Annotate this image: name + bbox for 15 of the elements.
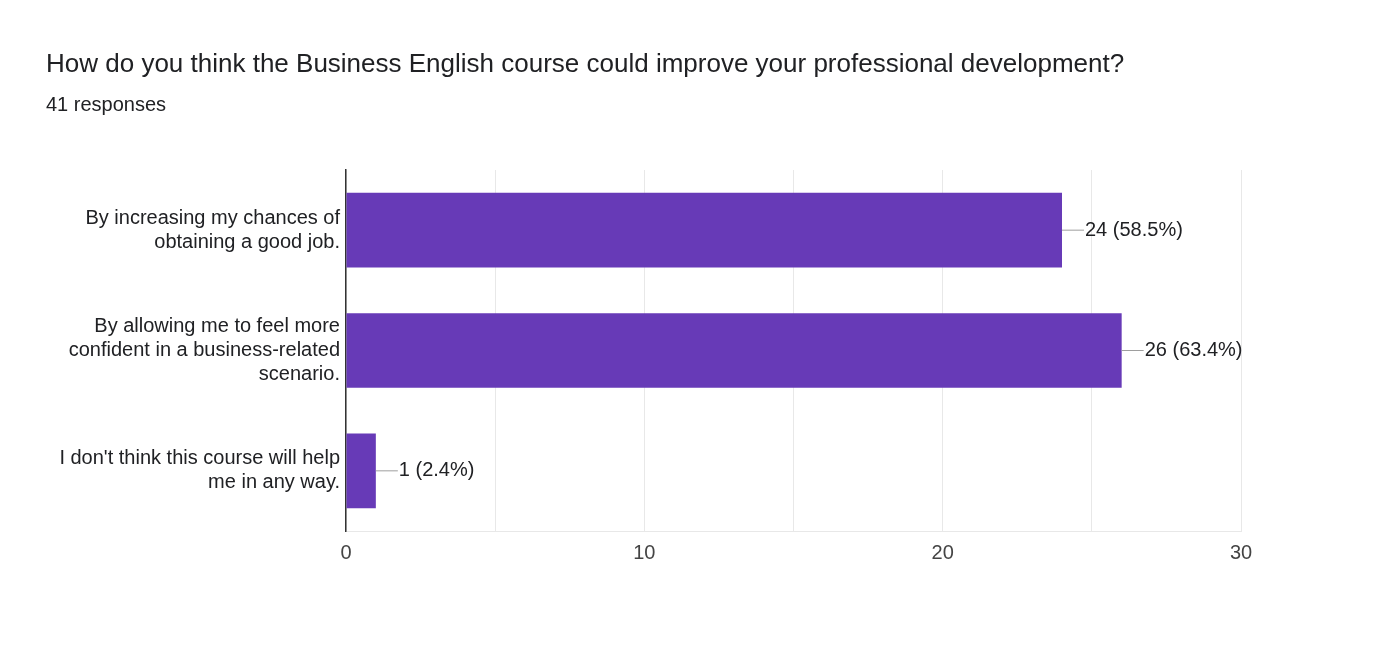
y-tick-label: I don't think this course will help me in any way. (59, 446, 340, 493)
data-label: 24 (58.5%) (1085, 217, 1183, 240)
bar (346, 313, 1122, 388)
text: 41 responses (46, 93, 167, 116)
y-tick-label: By increasing my chances of obtaining a good job. (85, 205, 341, 252)
chart-title: How do you think the Business English course could improve your professional development? (46, 48, 1125, 79)
x-tick-label: 30 (1229, 540, 1253, 563)
y-tick-label: By allowing me to feel more confident in a business-related scenario. (68, 314, 340, 385)
x-tick-label: 0 (340, 540, 352, 563)
bar (346, 192, 1062, 268)
x-tick-label: 20 (931, 540, 954, 563)
data-label: 1 (2.4%) (398, 458, 475, 481)
data-label: 26 (63.4%) (1144, 338, 1243, 361)
x-tick-label: 10 (633, 540, 656, 563)
bar (346, 433, 376, 509)
